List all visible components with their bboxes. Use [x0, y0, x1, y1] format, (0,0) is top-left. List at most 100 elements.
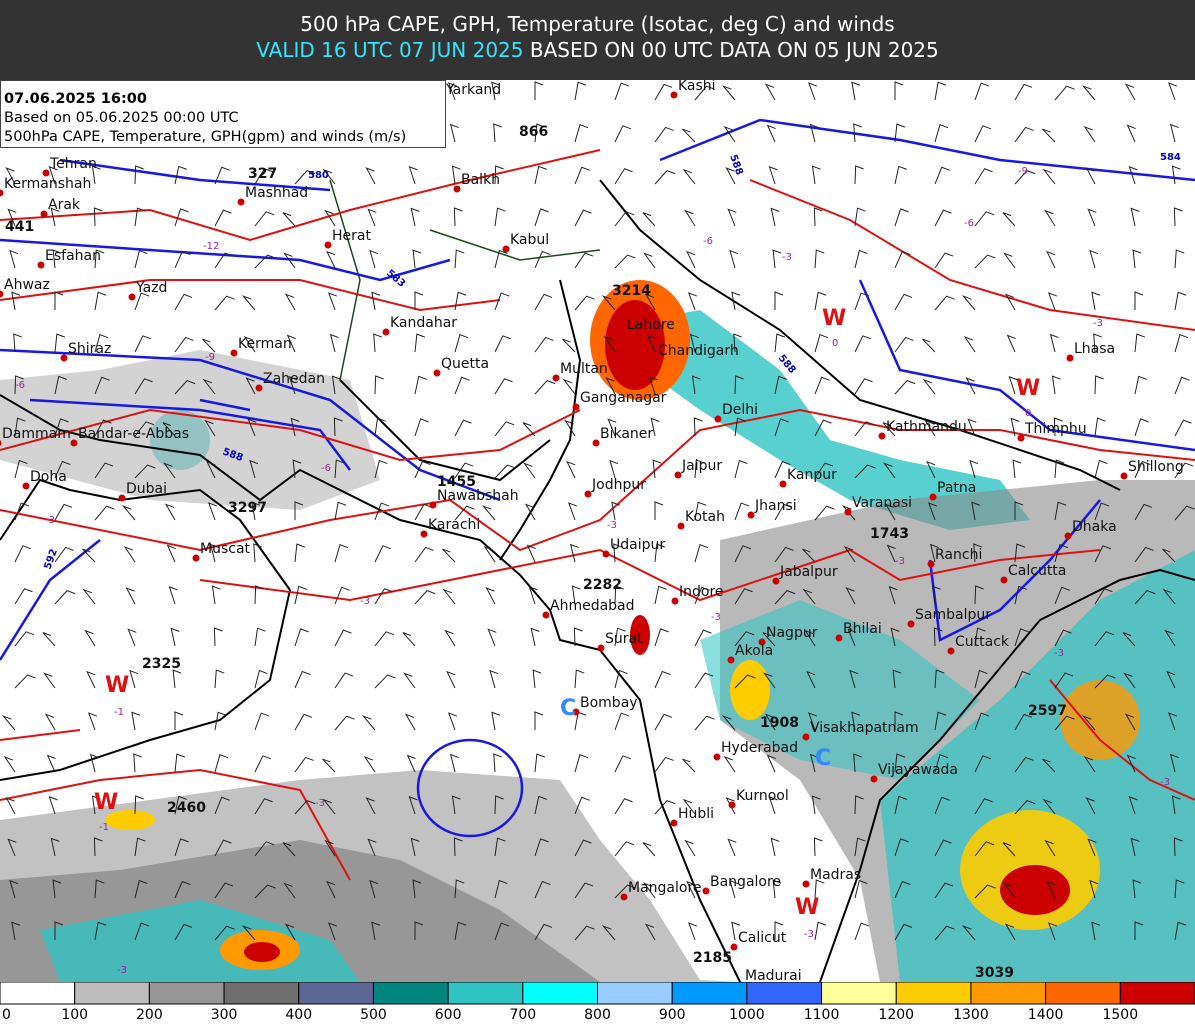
wind-barb	[94, 505, 115, 521]
wind-barb	[254, 627, 266, 647]
city-label: Dubai	[126, 481, 167, 497]
temperature-label: -3	[782, 252, 792, 263]
wind-barb	[1042, 798, 1056, 815]
colorbar-label: 700	[509, 1007, 536, 1023]
wind-barb	[211, 585, 221, 605]
wind-barb	[1083, 756, 1096, 773]
wind-barb	[614, 798, 633, 815]
wind-barb	[562, 338, 576, 353]
cape-value: 2325	[142, 656, 181, 672]
wind-barb	[54, 590, 76, 605]
wind-barb	[694, 672, 714, 689]
wind-barb	[214, 882, 234, 899]
wind-barb	[534, 838, 549, 857]
wind-barb	[1166, 670, 1176, 689]
wind-barb	[121, 505, 136, 521]
wind-barb	[214, 839, 232, 857]
wind-barb	[449, 753, 459, 773]
wind-barb	[642, 842, 656, 857]
wind-barb	[892, 669, 902, 689]
wind-barb	[534, 753, 546, 773]
wind-barb	[845, 587, 856, 605]
wind-barb	[686, 250, 696, 269]
city-dot	[674, 471, 682, 479]
wind-barb	[614, 254, 636, 269]
wind-barb	[1174, 921, 1187, 941]
wind-barb	[574, 166, 590, 185]
cape-value: 3214	[612, 283, 651, 299]
colorbar-label: 500	[360, 1007, 387, 1023]
wind-barb	[54, 291, 64, 310]
wind-barb	[534, 880, 551, 899]
colorbar-swatch	[597, 982, 673, 1005]
wind-barb	[453, 207, 463, 227]
wind-barb	[363, 756, 376, 773]
colorbar-label: 0	[2, 1007, 11, 1023]
city-dot	[929, 493, 937, 501]
colorbar-swatch	[1045, 982, 1121, 1005]
wind-barb	[734, 631, 755, 647]
coastline	[0, 394, 741, 982]
wind-barb	[89, 753, 99, 773]
colorbar-swatch	[671, 982, 748, 1005]
city-dot	[947, 647, 955, 655]
wind-barb	[134, 292, 150, 311]
wind-barb	[294, 628, 309, 647]
wind-barb	[961, 925, 976, 941]
temperature-label: -12	[203, 241, 219, 252]
wind-barb	[526, 544, 536, 563]
wind-barb	[329, 333, 339, 353]
wind-barb	[254, 168, 273, 185]
wind-barb	[54, 333, 66, 353]
wind-barb	[243, 336, 256, 353]
wind-barb	[886, 544, 896, 563]
wind-barb	[93, 837, 103, 857]
city-label: Kandahar	[390, 315, 457, 331]
wind-barb	[214, 209, 232, 227]
city-dot	[572, 708, 580, 716]
city-dot	[40, 210, 48, 218]
city-label: Shiraz	[68, 341, 111, 357]
wind-barb	[334, 672, 354, 689]
wind-barb	[1053, 417, 1063, 437]
temperature-label: -6	[15, 380, 25, 391]
colorbar-label: 1500	[1102, 1007, 1138, 1023]
wind-barb	[603, 336, 616, 353]
wind-barb	[334, 629, 352, 647]
cape-area	[590, 310, 1030, 530]
wind-barb	[725, 167, 736, 185]
wind-barb	[934, 925, 955, 941]
city-dot	[429, 501, 437, 509]
wind-barb	[414, 375, 427, 395]
wind-barb	[1171, 165, 1181, 185]
wind-barb	[613, 543, 622, 563]
wind-barb	[522, 422, 536, 437]
city-label: Indore	[679, 584, 724, 600]
cape-value: 866	[519, 124, 548, 140]
wind-barb	[1171, 795, 1181, 815]
wind-barb	[802, 548, 816, 563]
wind-barb	[725, 797, 736, 815]
wind-barb	[294, 670, 311, 689]
cape-area	[605, 300, 665, 390]
wind-barb	[1094, 545, 1112, 563]
wind-barb	[129, 669, 139, 689]
temperature-label: -6	[703, 236, 713, 247]
city-dot	[602, 550, 610, 558]
wind-barb	[611, 501, 621, 521]
city-dot	[592, 439, 600, 447]
wind-barb	[694, 85, 715, 101]
wind-barb	[1173, 207, 1183, 227]
wind-barb	[884, 503, 896, 521]
city-dot	[118, 494, 126, 502]
wind-barb	[774, 333, 786, 353]
wind-barb	[491, 711, 501, 731]
cape-value: 1743	[870, 526, 909, 542]
city-dot	[0, 440, 2, 446]
city-label: Kotah	[685, 509, 725, 525]
city-dot	[878, 432, 886, 440]
temperature-label: 0	[832, 338, 838, 349]
colorbar-swatch	[223, 982, 300, 1005]
wind-barb	[607, 418, 617, 437]
cape-area	[0, 350, 380, 510]
